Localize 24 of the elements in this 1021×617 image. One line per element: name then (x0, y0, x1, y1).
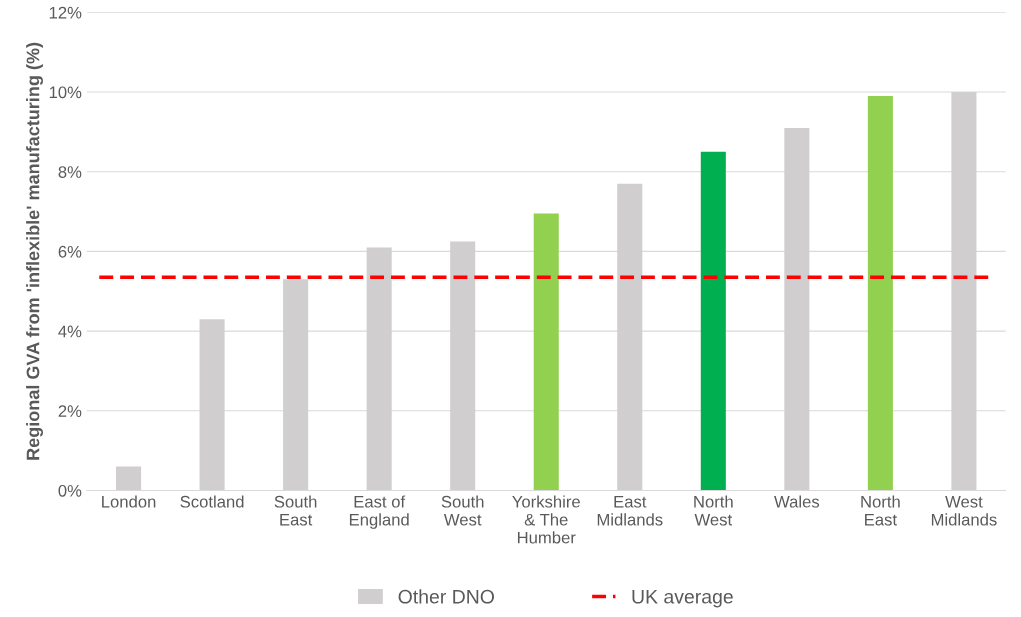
legend-label: Other DNO (398, 589, 494, 604)
legend-label: UK average (632, 590, 733, 608)
y-tick-label: 8% (58, 166, 82, 178)
x-tick-label: East Midlands (597, 495, 663, 526)
y-tick-label: 0% (58, 484, 82, 497)
y-tick-label: 10% (49, 86, 82, 99)
y-tick-label: 6% (58, 245, 82, 258)
y-tick-label: 2% (58, 405, 82, 417)
x-tick-label: West Midlands (931, 495, 997, 526)
x-tick-label: East of England (349, 495, 409, 529)
x-tick-label: London (102, 495, 156, 508)
x-tick-label: South East (274, 495, 317, 526)
x-tick-label: North East (861, 495, 900, 526)
y-tick-label: 12% (49, 6, 82, 19)
x-tick-label: Yorkshire & The Humber (512, 495, 580, 544)
bar (700, 151, 726, 491)
y-tick-label: 4% (58, 325, 82, 338)
y-axis-title: Regional GVA from 'inflexible' manufacturing (%) (26, 42, 44, 460)
bar (533, 213, 559, 491)
bar (867, 96, 893, 491)
x-tick-label: Wales (774, 495, 820, 508)
x-tick-label: Scotland (180, 495, 244, 508)
x-tick-label: South West (441, 495, 484, 526)
x-tick-label: North West (694, 495, 733, 526)
